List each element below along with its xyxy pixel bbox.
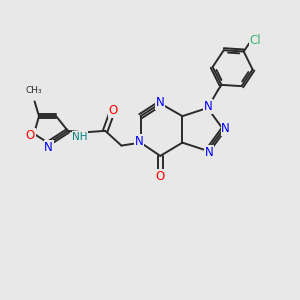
Text: O: O (108, 104, 118, 117)
Text: Cl: Cl (250, 34, 261, 47)
Text: CH₃: CH₃ (26, 86, 42, 95)
Text: NH: NH (72, 132, 88, 142)
Text: N: N (221, 122, 230, 135)
Text: N: N (204, 100, 213, 113)
Text: N: N (156, 96, 165, 110)
Text: N: N (135, 135, 143, 148)
Text: N: N (205, 146, 213, 158)
Text: O: O (155, 170, 164, 183)
Text: N: N (44, 141, 53, 154)
Text: O: O (26, 129, 35, 142)
